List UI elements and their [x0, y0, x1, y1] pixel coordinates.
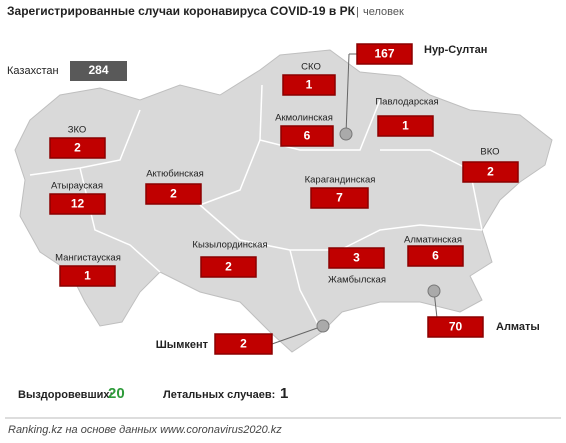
case-count: 167: [374, 47, 394, 61]
case-count: 2: [487, 165, 494, 179]
case-count: 2: [240, 337, 247, 351]
recovered-value: 20: [108, 385, 125, 402]
total-value: 284: [88, 63, 108, 77]
region-label: Шымкент: [156, 339, 209, 351]
deaths-value: 1: [280, 385, 288, 402]
case-box: [462, 161, 519, 183]
case-box: [214, 333, 273, 355]
region-borders: [29, 84, 483, 333]
region-label: ЗКО: [68, 125, 87, 136]
case-count: 2: [170, 187, 177, 201]
case-count: 2: [225, 260, 232, 274]
separator: |: [356, 6, 359, 18]
region-label: Алматы: [496, 321, 540, 333]
region-label: СКО: [301, 62, 321, 73]
case-count: 7: [336, 191, 343, 205]
source: Ranking.kz на основе данных www.coronavi…: [8, 424, 282, 436]
case-box: [145, 183, 202, 205]
case-box: [49, 193, 106, 215]
title: Зарегистрированные случаи коронавируса C…: [7, 4, 356, 18]
case-box: [377, 115, 434, 137]
region-label: Мангистауская: [55, 253, 121, 264]
unit: человек: [363, 6, 404, 18]
case-count: 1: [84, 269, 91, 283]
region-label: Нур-Султан: [424, 44, 487, 56]
region-label: Актюбинская: [146, 169, 204, 180]
case-count: 6: [432, 249, 439, 263]
city-dot: [316, 319, 330, 333]
case-box: [200, 256, 257, 278]
city-dot: [339, 127, 353, 141]
case-box: [407, 245, 464, 267]
region-label: Акмолинская: [275, 113, 333, 124]
case-count: 6: [304, 129, 311, 143]
case-box: [328, 247, 385, 269]
case-count: 1: [402, 119, 409, 133]
case-box: [427, 316, 484, 338]
region-label: Атырауская: [51, 181, 103, 192]
region-label: Алматинская: [404, 235, 462, 246]
case-box: [49, 137, 106, 159]
deaths-label: Летальных случаев:: [163, 389, 275, 401]
case-count: 3: [353, 251, 360, 265]
region-label: ВКО: [480, 147, 499, 158]
case-count: 1: [306, 78, 313, 92]
case-box: [59, 265, 116, 287]
region-label: Павлодарская: [375, 97, 438, 108]
case-box: [282, 74, 336, 96]
case-count: 2: [74, 141, 81, 155]
city-dot: [427, 284, 441, 298]
case-box: [356, 43, 413, 65]
connector: [345, 53, 350, 135]
recovered-label: Выздоровевших:: [18, 389, 113, 401]
case-count: 70: [449, 320, 463, 334]
total-box: [70, 61, 127, 81]
total-label: Казахстан: [7, 65, 59, 77]
region-label: Кызылординская: [192, 240, 267, 251]
case-box: [280, 125, 334, 147]
region-label: Карагандинская: [305, 175, 376, 186]
case-count: 12: [71, 197, 85, 211]
region-label: Жамбылская: [328, 275, 386, 286]
case-box: [310, 187, 369, 209]
connector: [271, 325, 324, 345]
